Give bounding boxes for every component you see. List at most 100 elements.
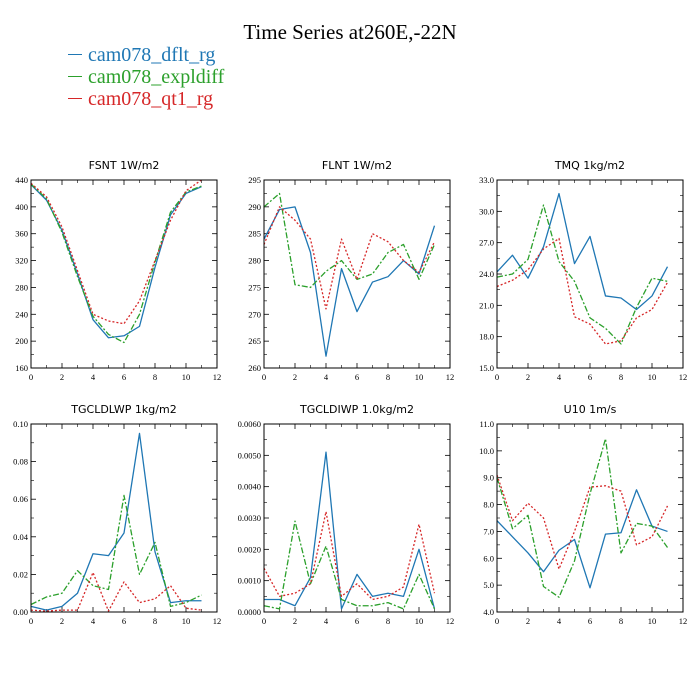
x-tick-label: 4 (324, 616, 329, 626)
plot-frame (30, 179, 218, 369)
y-tick-label: 10.0 (479, 446, 494, 456)
x-tick-label: 10 (648, 372, 657, 382)
x-tick-label: 10 (182, 372, 191, 382)
y-tick-label: 27.0 (479, 238, 494, 248)
x-tick-label: 12 (446, 616, 455, 626)
chart-panel: FLNT 1W/m2 260 265 270 275 280 285 290 295 0 2 4 6 8 1… (248, 159, 454, 382)
x-tick-label: 0 (262, 372, 266, 382)
y-tick-label: 33.0 (479, 175, 494, 185)
page-title: Time Series at260E,-22N (243, 20, 457, 44)
y-tick-label: 200 (15, 336, 28, 346)
series-line-cam078_qt1_rg (263, 206, 436, 310)
series-line-cam078_expldiff (496, 438, 669, 598)
x-tick-label: 0 (29, 616, 33, 626)
x-tick-label: 8 (386, 372, 390, 382)
x-tick-label: 6 (588, 616, 592, 626)
y-tick-label: 6.0 (483, 553, 494, 563)
panel-title: U10 1m/s (564, 403, 617, 416)
x-tick-label: 10 (415, 616, 424, 626)
x-tick-label: 4 (91, 616, 96, 626)
y-tick-label: 9.0 (483, 473, 494, 483)
y-tick-label: 0.0020 (238, 544, 261, 554)
x-tick-label: 12 (213, 372, 222, 382)
y-tick-label: 0.00 (13, 607, 28, 617)
y-tick-label: 275 (248, 282, 261, 292)
x-tick-label: 2 (526, 616, 530, 626)
legend: cam078_dflt_rg cam078_expldiff cam078_qt… (68, 44, 224, 110)
series-line-cam078_dflt_rg (30, 184, 202, 339)
series-line-cam078_qt1_rg (30, 179, 202, 325)
x-tick-label: 4 (557, 372, 562, 382)
x-tick-label: 0 (495, 616, 499, 626)
x-tick-label: 4 (91, 372, 96, 382)
y-tick-label: 160 (15, 363, 28, 373)
x-tick-label: 6 (588, 372, 592, 382)
series-line-cam078_expldiff (30, 494, 202, 608)
x-tick-label: 8 (153, 372, 157, 382)
y-tick-label: 30.0 (479, 206, 494, 216)
x-tick-label: 0 (495, 372, 499, 382)
y-tick-label: 280 (15, 282, 28, 292)
legend-label: cam078_qt1_rg (88, 88, 214, 110)
plot-frame (263, 423, 451, 613)
y-tick-label: 400 (15, 202, 28, 212)
y-tick-label: 280 (248, 256, 261, 266)
series-line-cam078_dflt_rg (264, 451, 436, 610)
y-tick-label: 0.0010 (238, 576, 261, 586)
chart-panel: TGCLDIWP 1.0kg/m2 0.0000 0.0010 0.0020 0.003… (238, 403, 455, 626)
y-tick-label: 260 (248, 363, 261, 373)
series-line-cam078_dflt_rg (30, 432, 202, 611)
x-tick-label: 2 (526, 372, 530, 382)
x-tick-label: 2 (293, 372, 297, 382)
plot-frame (496, 423, 684, 613)
legend-label: cam078_expldiff (88, 66, 225, 88)
series-line-cam078_qt1_rg (496, 237, 669, 345)
y-tick-label: 0.0030 (238, 513, 261, 523)
chart-panel: FSNT 1W/m2 160 200 240 280 320 360 400 440 0 2 4 6 8 1… (15, 159, 221, 382)
y-tick-label: 0.0000 (238, 607, 261, 617)
legend-line-swatch (68, 75, 82, 77)
y-tick-label: 0.0050 (238, 450, 261, 460)
x-tick-label: 10 (648, 616, 657, 626)
legend-entry: cam078_expldiff (68, 66, 224, 88)
series-line-cam078_expldiff (30, 183, 202, 344)
series-line-cam078_expldiff (263, 192, 436, 289)
panel-title: TGCLDLWP 1kg/m2 (70, 403, 176, 416)
y-tick-label: 290 (248, 202, 261, 212)
panel-title: TMQ 1kg/m2 (554, 159, 625, 172)
legend-line-swatch (68, 97, 82, 99)
y-tick-label: 0.0040 (238, 482, 261, 492)
x-tick-label: 12 (446, 372, 455, 382)
y-tick-label: 4.0 (483, 607, 494, 617)
panel-title: TGCLDIWP 1.0kg/m2 (299, 403, 414, 416)
y-tick-label: 0.10 (13, 419, 28, 429)
series-line-cam078_expldiff (263, 520, 436, 610)
series-line-cam078_dflt_rg (496, 192, 669, 311)
plot-frame (263, 179, 451, 369)
chart-panel: TGCLDLWP 1kg/m2 0.00 0.02 0.04 0.06 0.08 0.10 0… (13, 403, 221, 626)
x-tick-label: 6 (355, 616, 359, 626)
x-tick-label: 0 (29, 372, 33, 382)
chart-panel: TMQ 1kg/m2 15.0 18.0 21.0 24.0 27.0 30.0 33.0 0 2… (479, 159, 687, 382)
y-tick-label: 270 (248, 309, 261, 319)
x-tick-label: 6 (355, 372, 359, 382)
y-tick-label: 7.0 (483, 526, 494, 536)
y-tick-label: 8.0 (483, 500, 494, 510)
y-tick-label: 24.0 (479, 269, 494, 279)
x-tick-label: 12 (679, 616, 688, 626)
y-tick-label: 15.0 (479, 363, 494, 373)
x-tick-label: 2 (60, 372, 64, 382)
y-tick-label: 0.06 (13, 494, 28, 504)
y-tick-label: 440 (15, 175, 28, 185)
y-tick-label: 295 (248, 175, 261, 185)
y-tick-label: 21.0 (479, 300, 494, 310)
series-line-cam078_expldiff (496, 204, 668, 345)
x-tick-label: 10 (415, 372, 424, 382)
x-tick-label: 6 (122, 616, 126, 626)
y-tick-label: 285 (248, 229, 261, 239)
x-tick-label: 8 (386, 616, 390, 626)
x-tick-label: 8 (153, 616, 157, 626)
y-tick-label: 0.08 (13, 457, 28, 467)
x-tick-label: 2 (293, 616, 297, 626)
